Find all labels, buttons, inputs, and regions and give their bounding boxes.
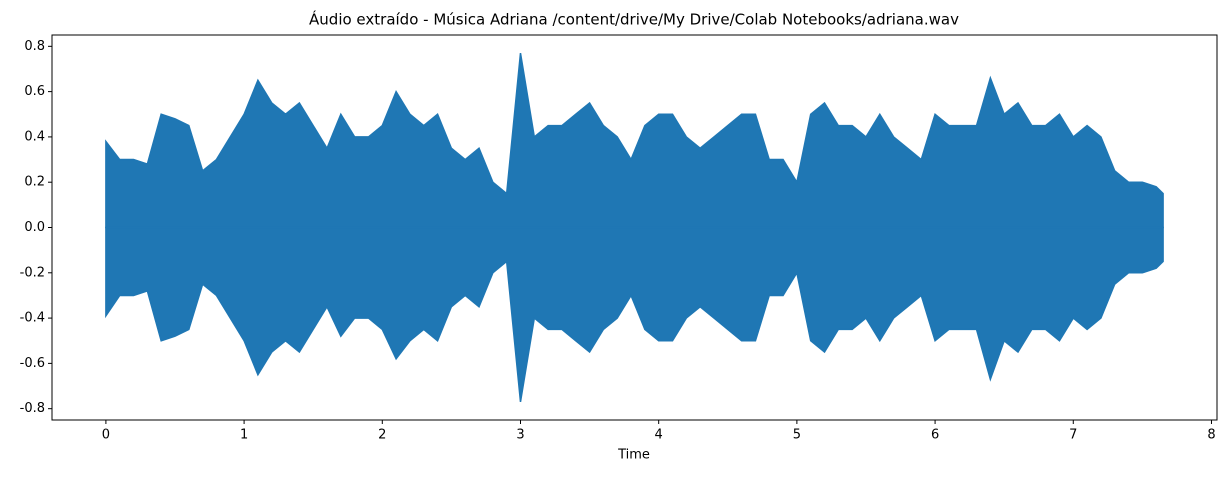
x-tick-label: 1	[240, 428, 248, 443]
x-tick-label: 7	[1069, 428, 1077, 443]
x-tick-label: 3	[516, 428, 524, 443]
y-tick-label: 0.6	[24, 84, 45, 99]
y-tick-label: 0.4	[24, 129, 45, 144]
waveform-area	[105, 226, 1164, 403]
x-axis-label: Time	[617, 448, 650, 463]
y-tick-label: 0.8	[24, 39, 45, 54]
waveform-area	[105, 52, 1164, 229]
y-tick-label: 0.0	[24, 220, 45, 235]
chart-title: Áudio extraído - Música Adriana /content…	[309, 10, 959, 29]
y-tick-label: -0.4	[20, 311, 45, 326]
x-tick-label: 2	[378, 428, 386, 443]
x-tick-label: 0	[102, 428, 110, 443]
x-tick-label: 4	[655, 428, 663, 443]
y-tick-label: 0.2	[24, 175, 45, 190]
x-tick-label: 5	[793, 428, 801, 443]
x-tick-label: 8	[1207, 428, 1215, 443]
y-tick-label: -0.8	[20, 401, 45, 416]
y-tick-label: -0.2	[20, 265, 45, 280]
y-tick-label: -0.6	[20, 356, 45, 371]
x-tick-label: 6	[931, 428, 939, 443]
